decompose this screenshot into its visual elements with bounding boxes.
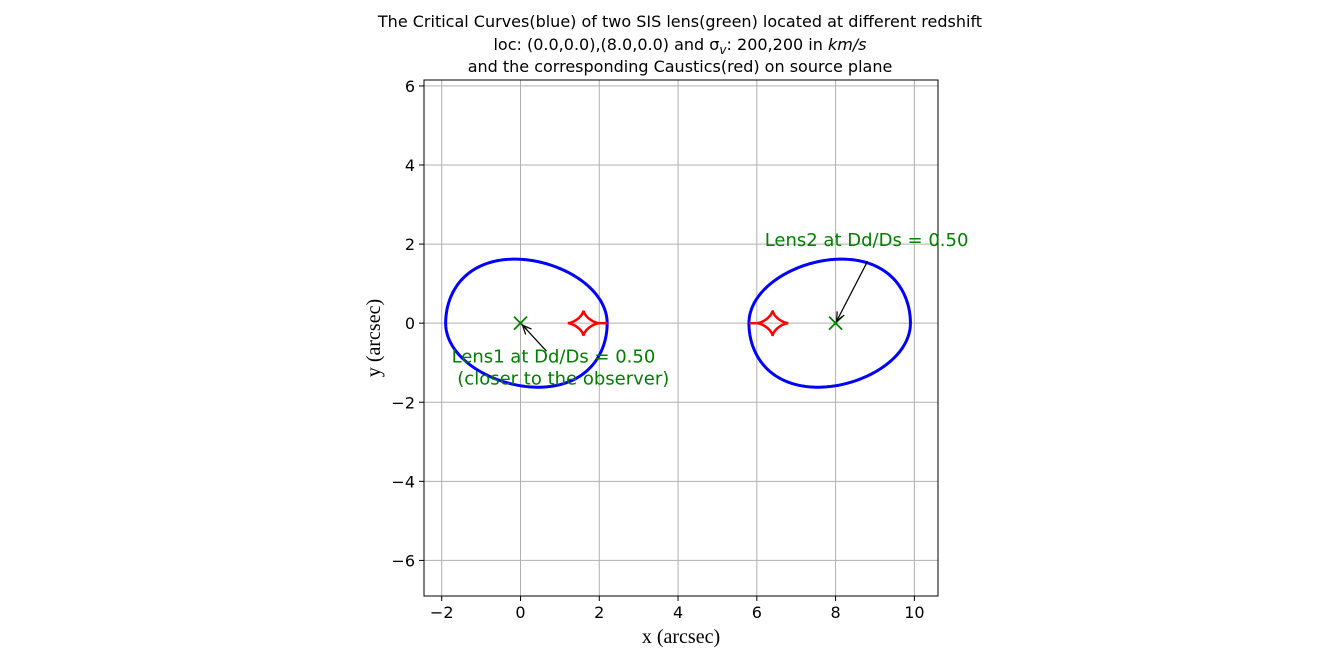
x-tick-label: 4	[673, 603, 683, 622]
x-tick-label: 10	[904, 603, 924, 622]
y-tick-label: −4	[391, 472, 415, 491]
y-tick-label: 4	[405, 156, 415, 175]
y-tick-label: 0	[405, 314, 415, 333]
annotation-text: Lens1 at Dd/Ds = 0.50 (closer to the obs…	[452, 347, 670, 390]
y-tick-label: −6	[391, 551, 415, 570]
annotations: Lens1 at Dd/Ds = 0.50 (closer to the obs…	[452, 230, 969, 390]
x-tick-label: 2	[594, 603, 604, 622]
grid	[424, 80, 938, 596]
x-tick-label: −2	[430, 603, 454, 622]
y-tick-label: −2	[391, 393, 415, 412]
title-line-2: loc: (0.0,0.0),(8.0,0.0) and σv: 200,200…	[493, 35, 866, 57]
x-tick-label: 6	[752, 603, 762, 622]
title-line-2-main: loc: (0.0,0.0),(8.0,0.0) and σ	[493, 35, 719, 54]
annotation-arrow	[837, 260, 869, 321]
critical-curve	[444, 257, 609, 389]
chart-title: The Critical Curves(blue) of two SIS len…	[377, 12, 982, 76]
critical-curve	[747, 257, 912, 389]
annotation-text: Lens2 at Dd/Ds = 0.50	[765, 230, 969, 251]
title-line-2-rest: : 200,200 in	[727, 35, 828, 54]
y-tick-label: 6	[405, 77, 415, 96]
y-tick-label: 2	[405, 235, 415, 254]
caustics	[567, 309, 789, 337]
caustic-curve	[756, 309, 789, 337]
axis-ticks: −2 0 2 4 6 8 10 −6 −4 −2 0 2 4 6	[391, 77, 924, 622]
x-axis-label: x (arcsec)	[642, 626, 720, 648]
title-line-1: The Critical Curves(blue) of two SIS len…	[377, 12, 982, 31]
title-line-2-unit: km/s	[828, 35, 867, 54]
annotation-arrow	[522, 325, 547, 352]
y-axis-label: y (arcsec)	[363, 299, 385, 377]
plot-frame	[423, 79, 939, 597]
critical-curves	[444, 257, 912, 389]
x-tick-label: 0	[515, 603, 525, 622]
title-line-3: and the corresponding Caustics(red) on s…	[468, 57, 893, 76]
title-line-2-subscript: v	[719, 43, 727, 57]
x-tick-label: 8	[831, 603, 841, 622]
caustic-curve	[567, 310, 600, 337]
